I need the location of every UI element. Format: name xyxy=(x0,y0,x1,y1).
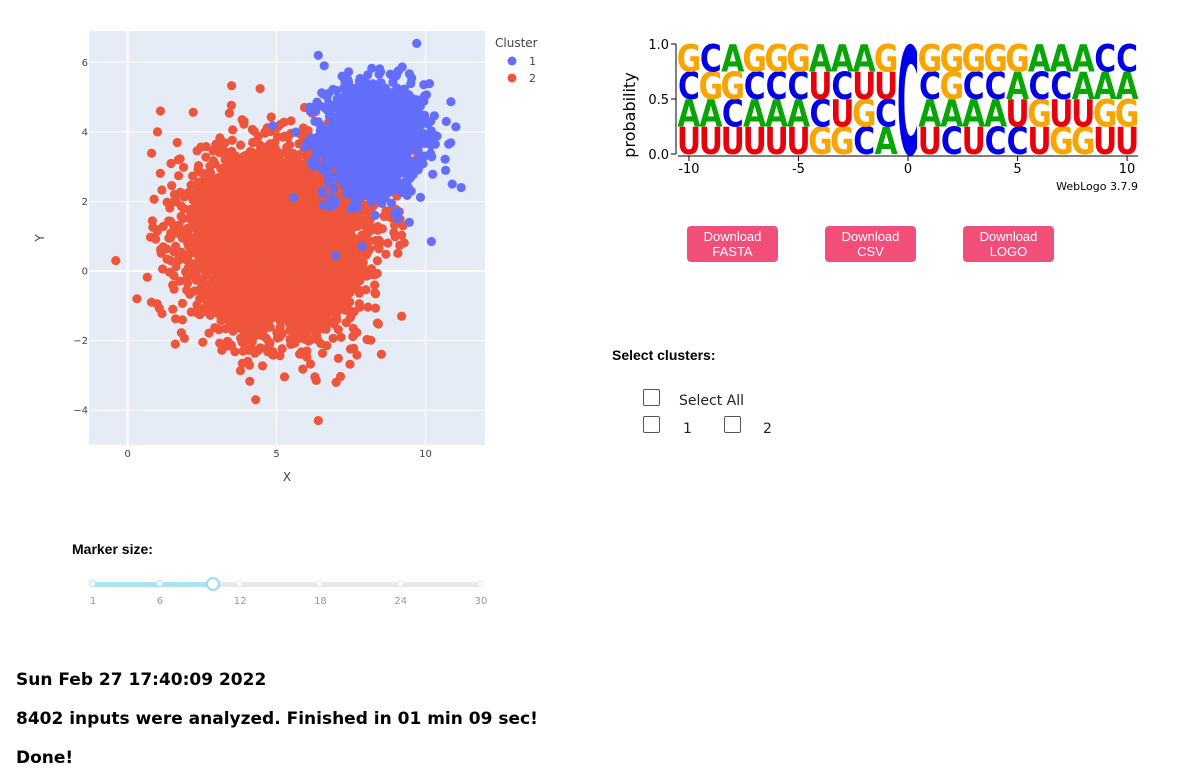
data-point xyxy=(204,328,214,338)
data-point xyxy=(201,152,211,162)
data-point xyxy=(365,244,375,254)
data-point xyxy=(179,333,189,343)
data-point xyxy=(179,203,189,214)
data-point xyxy=(244,360,255,370)
data-point xyxy=(286,116,296,126)
data-point xyxy=(177,315,187,325)
data-point xyxy=(305,359,316,369)
data-point xyxy=(227,135,237,145)
data-point xyxy=(372,256,382,266)
data-point xyxy=(328,333,338,343)
data-point xyxy=(148,222,158,232)
data-point xyxy=(195,310,205,320)
data-point xyxy=(255,84,265,94)
scatter-plot[interactable]: 0 5 10 6 4 2 0 −2 −4 X Y Cluster 1 2 xyxy=(0,0,560,500)
data-point xyxy=(279,117,289,127)
data-point xyxy=(223,336,233,346)
data-point xyxy=(266,112,276,122)
data-point xyxy=(377,224,387,234)
data-point xyxy=(142,272,152,282)
data-point xyxy=(182,285,192,295)
data-point xyxy=(291,318,302,328)
data-point xyxy=(201,142,211,152)
data-point xyxy=(370,280,380,290)
data-point xyxy=(171,262,181,272)
data-point xyxy=(175,276,185,286)
data-point xyxy=(169,284,179,294)
data-point xyxy=(179,162,189,172)
data-point xyxy=(147,148,157,158)
data-point xyxy=(158,264,168,274)
data-point xyxy=(371,289,381,299)
data-point xyxy=(196,167,206,178)
data-point xyxy=(257,361,268,371)
data-point xyxy=(272,131,283,142)
data-point xyxy=(275,351,285,361)
data-point xyxy=(393,248,403,258)
data-point xyxy=(373,319,383,329)
data-point xyxy=(245,376,255,386)
data-point xyxy=(383,238,393,248)
data-point xyxy=(277,344,287,354)
data-point xyxy=(177,298,188,308)
data-point xyxy=(399,238,409,248)
data-point xyxy=(349,343,359,353)
data-point xyxy=(333,353,343,363)
data-point xyxy=(171,314,181,324)
data-point xyxy=(310,372,320,382)
data-point xyxy=(217,345,227,355)
data-point xyxy=(205,167,216,178)
data-point xyxy=(228,125,238,135)
data-point xyxy=(156,248,166,258)
data-point xyxy=(248,137,258,148)
data-point xyxy=(214,325,224,335)
data-point xyxy=(236,140,246,150)
data-point xyxy=(279,372,290,382)
data-point xyxy=(215,133,225,143)
data-point xyxy=(174,171,184,181)
data-point xyxy=(226,100,236,110)
data-point xyxy=(230,347,240,357)
data-point xyxy=(215,338,225,348)
data-point xyxy=(168,304,178,314)
data-point xyxy=(157,185,167,195)
data-point xyxy=(354,299,364,309)
data-point xyxy=(186,307,196,317)
data-point xyxy=(280,131,290,141)
data-point xyxy=(188,171,198,181)
data-point xyxy=(298,364,308,374)
data-point xyxy=(186,180,196,190)
series-cluster-2 xyxy=(111,81,422,426)
data-point xyxy=(132,294,142,304)
data-point xyxy=(155,168,165,178)
